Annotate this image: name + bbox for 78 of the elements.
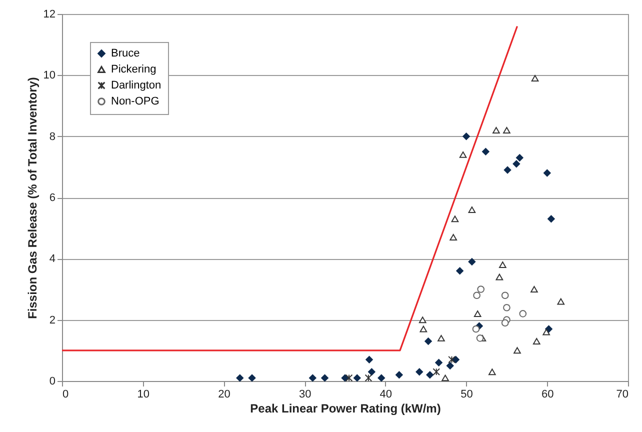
y-tick-label: 4 (49, 253, 56, 266)
y-tick-label: 2 (49, 314, 56, 326)
point (472, 325, 480, 333)
point (468, 206, 476, 213)
point (364, 374, 372, 382)
point (545, 325, 552, 333)
point (503, 304, 510, 312)
y-axis-title: Fission Gas Release (% of Total Inventory) (25, 77, 40, 319)
point (473, 292, 480, 300)
point (452, 356, 460, 364)
point (542, 328, 550, 336)
point (476, 334, 484, 342)
point (477, 286, 484, 293)
point (396, 371, 403, 379)
y-tick-label: 12 (43, 8, 56, 20)
point (446, 362, 454, 370)
point (516, 154, 524, 162)
legend-label: Bruce (111, 48, 140, 60)
legend-label: Pickering (111, 64, 156, 76)
point (450, 234, 458, 240)
point (482, 148, 490, 156)
point (368, 368, 376, 376)
point (308, 374, 316, 382)
point (345, 374, 353, 382)
point (532, 338, 540, 344)
point (456, 267, 464, 275)
point (501, 292, 509, 300)
x-tick-label: 50 (460, 388, 473, 400)
point (435, 358, 442, 366)
point (492, 126, 500, 134)
point (531, 74, 539, 82)
x-tick-label: 40 (380, 388, 392, 400)
x-tick-label: 10 (137, 388, 150, 400)
y-tick-label: 6 (49, 192, 56, 204)
point (512, 160, 520, 168)
point (501, 319, 509, 327)
point (468, 258, 476, 266)
point (504, 166, 512, 174)
point (438, 334, 445, 342)
point (424, 338, 432, 345)
point (448, 356, 456, 364)
y-tick-label: 8 (49, 130, 56, 143)
point (557, 298, 565, 305)
point (426, 371, 434, 379)
point (459, 151, 467, 158)
x-tick-label: 0 (62, 388, 69, 400)
point (503, 126, 510, 134)
point (366, 356, 373, 364)
point (499, 262, 506, 268)
x-axis-title: Peak Linear Power Rating (kW/m) (250, 402, 441, 416)
point (530, 286, 538, 292)
point (474, 310, 482, 317)
point (378, 374, 386, 382)
x-tick-label: 20 (218, 388, 230, 400)
point (321, 374, 328, 382)
point (451, 216, 459, 222)
x-tick-label: 60 (542, 388, 554, 400)
point (416, 368, 424, 376)
point (418, 316, 426, 324)
point (236, 374, 244, 382)
point (488, 368, 496, 376)
point (353, 374, 361, 382)
point (543, 169, 551, 177)
point (442, 374, 449, 382)
x-tick-label: 70 (616, 388, 628, 400)
legend-label: Non-OPG (111, 96, 160, 108)
point (432, 368, 440, 376)
point (496, 274, 504, 280)
y-tick-label: 10 (43, 70, 56, 82)
point (548, 215, 555, 223)
x-tick-label: 30 (298, 388, 312, 400)
y-tick-label: 0 (49, 376, 56, 388)
legend-label: Darlington (111, 80, 162, 92)
point (519, 310, 527, 318)
point (514, 347, 521, 354)
point (462, 132, 470, 140)
point (248, 374, 256, 382)
point (420, 326, 428, 332)
